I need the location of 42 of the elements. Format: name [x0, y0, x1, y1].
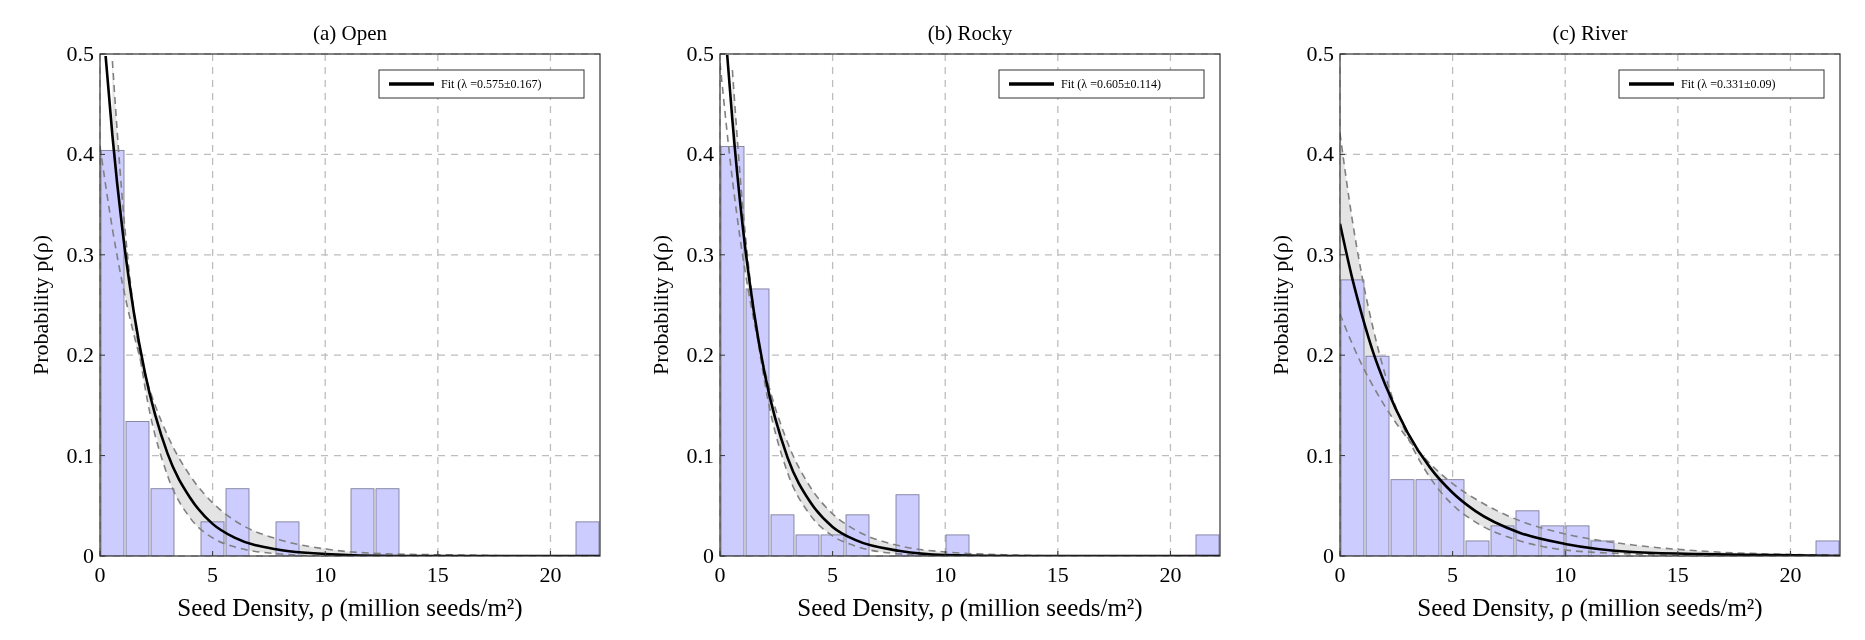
y-tick-label: 0.3	[686, 241, 714, 267]
legend-label: Fit (λ =0.331±0.09)	[1681, 77, 1776, 91]
x-tick-label: 10	[934, 562, 957, 587]
x-axis-title: Seed Density, ρ (million seeds/m²)	[797, 594, 1143, 622]
y-tick-label: 0.5	[686, 41, 714, 66]
y-tick-label: 0.1	[686, 442, 714, 468]
legend-label: Fit (λ =0.575±0.167)	[441, 77, 542, 91]
x-tick-label: 5	[827, 562, 839, 587]
y-axis-title: Probability p(ρ)	[28, 235, 53, 375]
x-axis-title: Seed Density, ρ (million seeds/m²)	[1417, 594, 1763, 622]
x-axis-title: Seed Density, ρ (million seeds/m²)	[177, 594, 523, 622]
y-tick-label: 0.3	[1306, 241, 1334, 267]
y-tick-label: 0.2	[686, 342, 714, 368]
y-tick-label: 0.4	[1306, 141, 1334, 167]
x-tick-label: 10	[314, 562, 337, 587]
chart-title: (c) River	[1552, 21, 1628, 45]
y-tick-label: 0	[703, 543, 714, 568]
x-tick-label: 20	[1159, 562, 1182, 587]
y-tick-label: 0.4	[686, 141, 714, 167]
y-tick-label: 0.1	[1306, 442, 1334, 468]
x-tick-label: 15	[1046, 562, 1069, 587]
x-tick-label: 15	[1666, 562, 1689, 587]
x-tick-label: 15	[426, 562, 449, 587]
legend-label: Fit (λ =0.605±0.114)	[1061, 77, 1162, 91]
x-tick-label: 5	[1447, 562, 1459, 587]
y-tick-label: 0.5	[66, 41, 94, 66]
x-tick-label: 5	[207, 562, 219, 587]
chart-title: (a) Open	[312, 21, 388, 45]
y-tick-label: 0.5	[1306, 41, 1334, 66]
x-tick-label: 20	[1779, 562, 1802, 587]
y-axis-title: Probability p(ρ)	[648, 235, 673, 375]
x-tick-label: 10	[1554, 562, 1577, 587]
y-tick-label: 0.2	[66, 342, 94, 368]
chart-title: (b) Rocky	[927, 21, 1013, 45]
y-tick-label: 0	[83, 543, 94, 568]
x-tick-label: 20	[539, 562, 562, 587]
y-tick-label: 0.1	[66, 442, 94, 468]
y-tick-label: 0	[1323, 543, 1334, 568]
y-tick-label: 0.4	[66, 141, 94, 167]
y-tick-label: 0.2	[1306, 342, 1334, 368]
y-axis-title: Probability p(ρ)	[1268, 235, 1293, 375]
y-tick-label: 0.3	[66, 241, 94, 267]
